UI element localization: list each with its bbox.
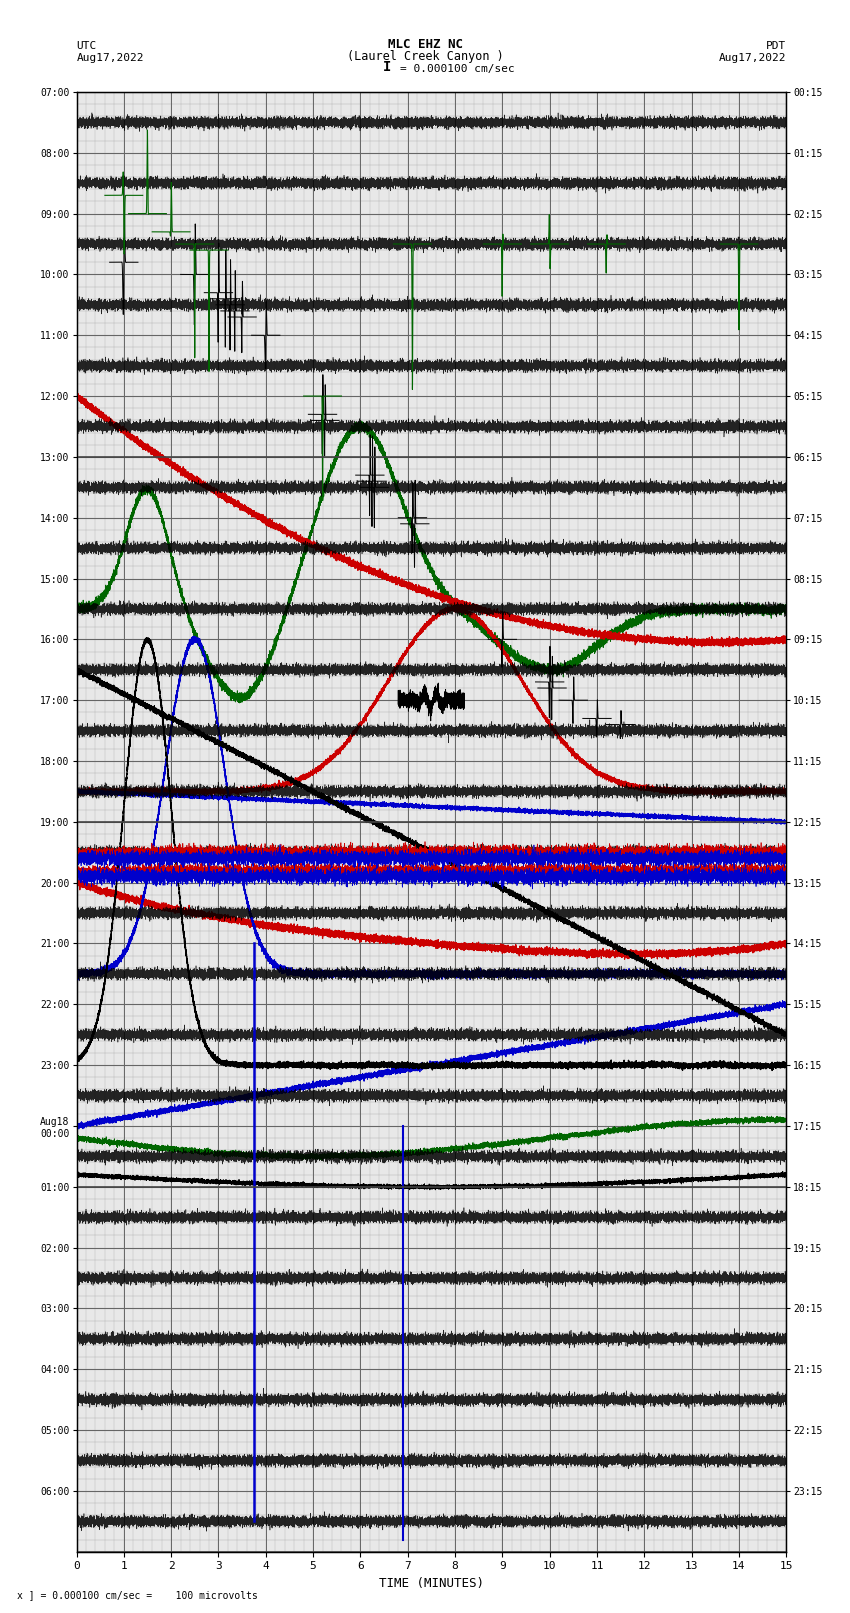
Text: Aug17,2022: Aug17,2022: [76, 53, 144, 63]
Text: Aug17,2022: Aug17,2022: [719, 53, 786, 63]
Text: (Laurel Creek Canyon ): (Laurel Creek Canyon ): [347, 50, 503, 63]
Text: I: I: [382, 60, 391, 74]
Text: MLC EHZ NC: MLC EHZ NC: [388, 37, 462, 50]
Text: = 0.000100 cm/sec: = 0.000100 cm/sec: [400, 65, 514, 74]
Text: UTC: UTC: [76, 40, 97, 50]
X-axis label: TIME (MINUTES): TIME (MINUTES): [379, 1578, 484, 1590]
Text: PDT: PDT: [766, 40, 786, 50]
Text: x ] = 0.000100 cm/sec =    100 microvolts: x ] = 0.000100 cm/sec = 100 microvolts: [17, 1590, 258, 1600]
